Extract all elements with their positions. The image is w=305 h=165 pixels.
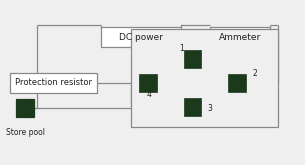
Bar <box>16 99 34 117</box>
Text: 3: 3 <box>208 104 213 113</box>
Text: 4: 4 <box>146 90 151 99</box>
Text: Store pool: Store pool <box>5 128 45 137</box>
Bar <box>139 74 157 92</box>
Bar <box>101 27 181 47</box>
Text: Protection resistor: Protection resistor <box>15 79 92 87</box>
Bar <box>210 27 270 47</box>
Text: 1: 1 <box>179 44 184 53</box>
Bar <box>184 98 201 116</box>
Bar <box>10 73 97 93</box>
Text: 2: 2 <box>253 69 257 78</box>
Bar <box>131 29 278 127</box>
Text: DC power: DC power <box>119 33 163 42</box>
Bar <box>184 50 201 68</box>
Bar <box>228 74 246 92</box>
Text: Ammeter: Ammeter <box>219 33 261 42</box>
